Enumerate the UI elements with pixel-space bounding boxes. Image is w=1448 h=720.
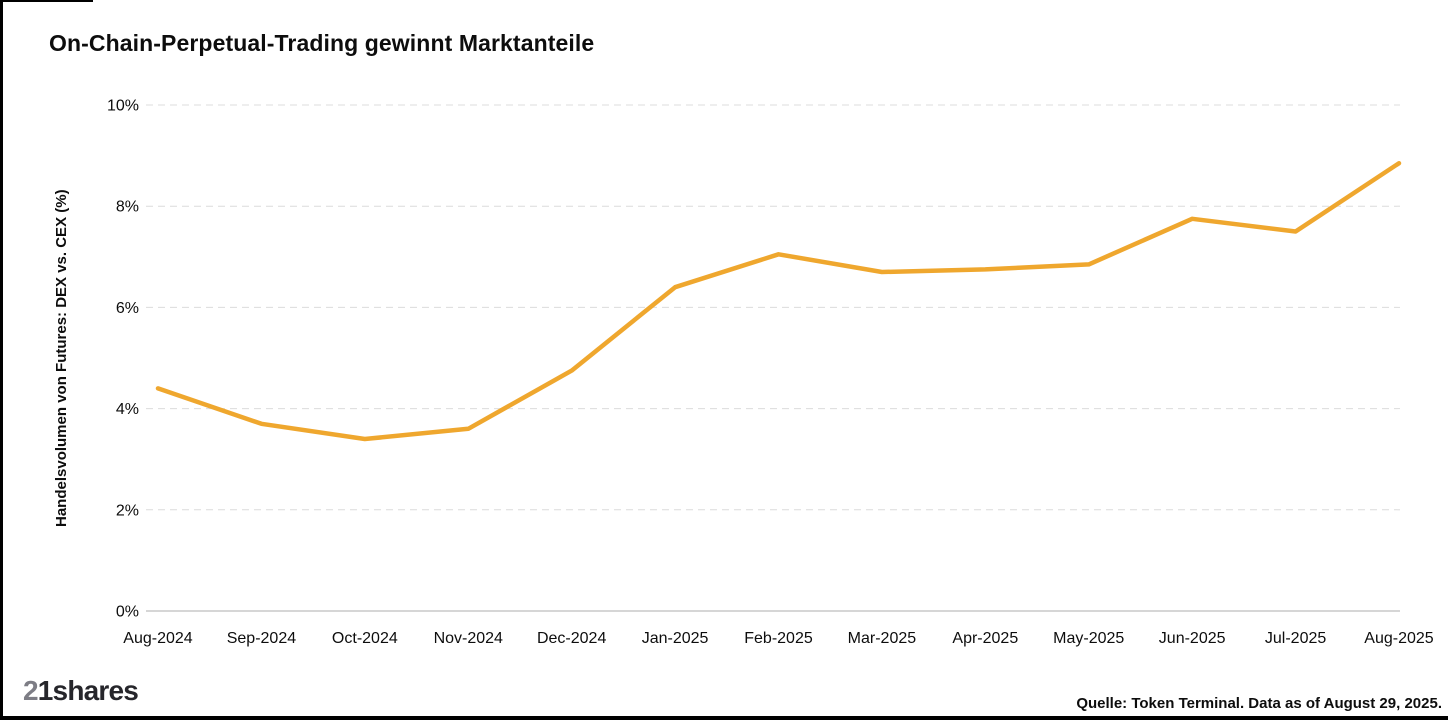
x-tick-label: Sep-2024 — [227, 630, 296, 647]
brand-logo-21shares: 21shares — [23, 675, 139, 707]
x-tick-label: Aug-2024 — [123, 630, 192, 647]
x-tick-label: Apr-2025 — [952, 630, 1018, 647]
logo-part-gray: 2 — [23, 675, 39, 706]
source-note: Quelle: Token Terminal. Data as of Augus… — [1076, 695, 1442, 712]
y-tick-label: 10% — [107, 98, 139, 115]
x-tick-label: Oct-2024 — [332, 630, 398, 647]
x-tick-label: Nov-2024 — [434, 630, 503, 647]
x-tick-label: Mar-2025 — [848, 630, 917, 647]
chart-title: On-Chain-Perpetual-Trading gewinnt Markt… — [49, 30, 595, 56]
x-tick-label: Jul-2025 — [1265, 630, 1326, 647]
data-series-line — [155, 160, 1402, 442]
logo-part-dark: 1shares — [37, 675, 139, 706]
x-tick-label: Feb-2025 — [744, 630, 813, 647]
x-tick-label: May-2025 — [1053, 630, 1124, 647]
y-tick-label: 8% — [116, 199, 139, 216]
y-tick-label: 4% — [116, 401, 139, 418]
line-chart: 0% 2% 4% 6% 8% 10% Aug-2024 Sep-2024 Oct-2024 Nov… — [107, 98, 1434, 648]
x-tick-label: Dec-2024 — [537, 630, 606, 647]
x-tick-label: Aug-2025 — [1364, 630, 1433, 647]
x-tick-label: Jan-2025 — [642, 630, 709, 647]
y-tick-label: 0% — [116, 604, 139, 621]
y-tick-label: 6% — [116, 300, 139, 317]
frame-top-edge — [3, 0, 93, 2]
y-tick-label: 2% — [116, 502, 139, 519]
x-tick-label: Jun-2025 — [1159, 630, 1226, 647]
